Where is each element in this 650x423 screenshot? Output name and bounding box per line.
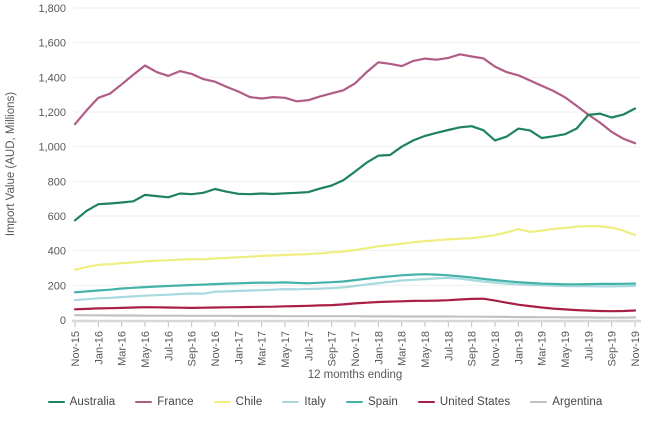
x-tick-label: Mar-16 xyxy=(117,331,129,366)
legend-line-swatch xyxy=(530,400,548,404)
series-line-chile xyxy=(73,225,637,271)
legend-line-swatch xyxy=(135,400,153,404)
legend-line-swatch xyxy=(345,400,363,404)
legend-label: France xyxy=(157,396,194,408)
x-tick-label: Nov-15 xyxy=(70,331,82,366)
x-tick-label: Jul-18 xyxy=(443,331,455,361)
x-tick-label: Jan-16 xyxy=(93,331,105,365)
y-tick-label: 400 xyxy=(48,246,66,258)
legend-item-argentina: Argentina xyxy=(530,396,602,408)
legend-label: Chile xyxy=(235,396,263,408)
x-tick-label: Mar-18 xyxy=(397,331,409,366)
x-tick-label: Mar-17 xyxy=(257,331,269,366)
x-tick-label: Sep-17 xyxy=(327,331,339,366)
legend-label: Australia xyxy=(69,396,116,408)
x-tick-label: Sep-16 xyxy=(187,331,199,366)
x-tick-label: Mar-19 xyxy=(537,331,549,366)
y-tick-label: 1,800 xyxy=(38,3,66,15)
y-tick-label: 200 xyxy=(48,280,66,292)
x-tick-label: Jan-18 xyxy=(373,331,385,365)
y-tick-label: 1,600 xyxy=(38,38,66,50)
x-tick-label: Sep-18 xyxy=(467,331,479,366)
legend-item-italy: Italy xyxy=(282,396,326,408)
x-tick-label: Nov-17 xyxy=(350,331,362,366)
chart-legend: Australia France Chile Italy Spain United Sta… xyxy=(0,396,650,408)
legend-line-swatch xyxy=(47,400,65,404)
series-line-france xyxy=(73,53,637,145)
x-tick-label: Sep-19 xyxy=(607,331,619,366)
y-tick-label: 1,200 xyxy=(38,107,66,119)
legend-line-swatch xyxy=(282,400,300,404)
x-axis-title: 12 momths ending xyxy=(308,369,403,381)
x-tick-label: May-16 xyxy=(140,331,152,368)
legend-item-chile: Chile xyxy=(213,396,263,408)
x-tick-label: Nov-19 xyxy=(630,331,642,366)
x-tick-label: Jul-16 xyxy=(163,331,175,361)
x-tick-label: Jul-17 xyxy=(303,331,315,361)
x-tick-label: Jan-19 xyxy=(513,331,525,365)
legend-line-swatch xyxy=(213,400,231,404)
legend-label: Spain xyxy=(367,396,398,408)
x-tick-label: May-19 xyxy=(560,331,572,368)
series-line-spain xyxy=(73,273,637,294)
y-tick-label: 1,400 xyxy=(38,72,66,84)
y-axis-title: Import Value (AUD, Millions) xyxy=(5,92,17,236)
x-tick-label: Jan-17 xyxy=(233,331,245,365)
x-tick-label: Jul-19 xyxy=(583,331,595,361)
series-line-united-states xyxy=(73,297,637,313)
x-tick-label: Nov-16 xyxy=(210,331,222,366)
line-chart-canvas: 0 200 400 600 800 1,000 1,200 1,400 1,600 1,800 No… xyxy=(5,3,642,381)
y-tick-label: 0 xyxy=(60,315,66,327)
legend-label: Italy xyxy=(304,396,326,408)
legend-line-swatch xyxy=(417,400,435,404)
y-tick-label: 800 xyxy=(48,176,66,188)
legend-item-spain: Spain xyxy=(345,396,398,408)
x-tick-label: May-18 xyxy=(420,331,432,368)
y-tick-label: 1,000 xyxy=(38,142,66,154)
legend-item-australia: Australia xyxy=(47,396,116,408)
legend-item-united-states: United States xyxy=(417,396,511,408)
series-line-argentina xyxy=(73,314,637,319)
series-line-australia xyxy=(73,107,637,222)
legend-label: United States xyxy=(439,396,511,408)
legend-item-france: France xyxy=(135,396,194,408)
x-tick-label: May-17 xyxy=(280,331,292,368)
series-line-italy xyxy=(73,276,637,302)
legend-label: Argentina xyxy=(552,396,603,408)
y-tick-label: 600 xyxy=(48,211,66,223)
x-tick-label: Nov-18 xyxy=(490,331,502,366)
